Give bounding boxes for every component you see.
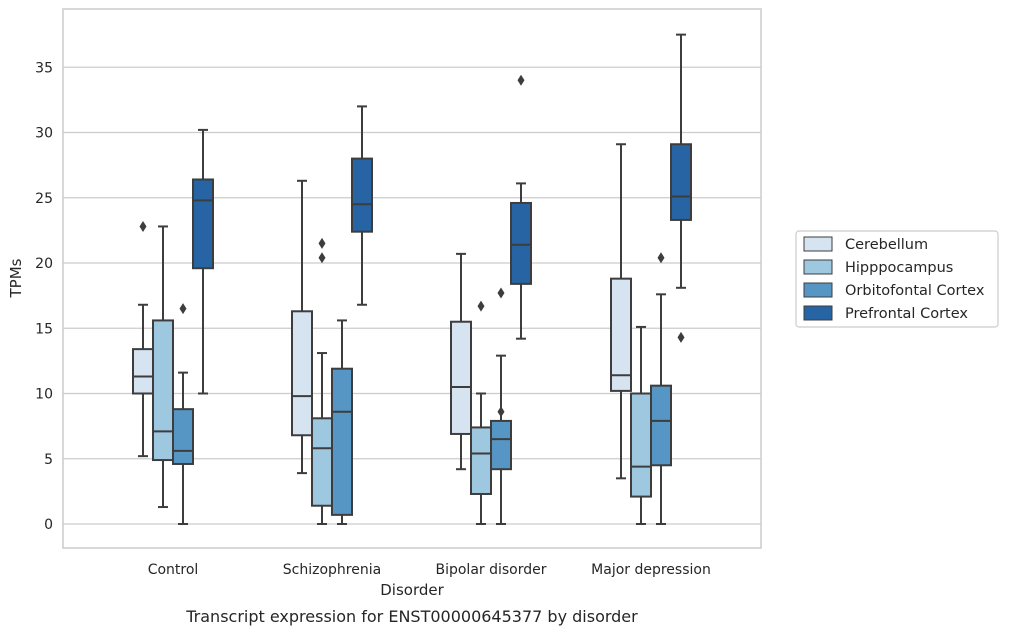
legend-label: Orbitofontal Cortex — [845, 283, 985, 299]
box-iqr — [610, 277, 632, 392]
outlier-marker — [318, 237, 326, 249]
box-iqr — [331, 367, 353, 516]
chart-caption: Transcript expression for ENST0000064537… — [185, 607, 638, 626]
legend-label: Hipppocampus — [845, 260, 953, 276]
x-tick-label: Bipolar disorder — [435, 562, 546, 578]
box-iqr — [172, 408, 194, 465]
x-axis-label: Disorder — [380, 581, 444, 599]
box-iqr — [490, 419, 512, 471]
box-iqr — [311, 417, 333, 507]
box-group — [132, 220, 154, 458]
box-group — [192, 128, 214, 395]
box-group — [291, 179, 313, 475]
box-group — [311, 237, 333, 525]
y-tick-labels: 0 5 10 15 20 25 30 35 — [35, 60, 53, 533]
box-iqr — [351, 157, 373, 233]
box-group — [630, 325, 652, 525]
box-group — [510, 74, 532, 340]
y-tick-label: 0 — [44, 517, 53, 533]
box-iqr — [192, 178, 214, 270]
legend: Cerebellum Hipppocampus Orbitofontal Corte… — [795, 230, 999, 328]
outlier-marker — [477, 300, 485, 312]
y-tick-label: 5 — [44, 452, 53, 468]
box-group — [450, 252, 472, 471]
box-iqr — [470, 426, 492, 495]
box-iqr — [450, 320, 472, 435]
legend-item: Hipppocampus — [803, 259, 953, 276]
legend-label: Prefrontal Cortex — [845, 306, 968, 322]
y-tick-label: 30 — [35, 126, 53, 142]
x-tick-label: Schizophrenia — [283, 562, 381, 578]
outlier-marker — [139, 220, 147, 232]
legend-item: Cerebellum — [803, 236, 928, 253]
box-iqr — [510, 201, 532, 285]
legend-item: Orbitofontal Cortex — [803, 282, 985, 299]
outlier-marker — [677, 331, 685, 343]
outlier-marker — [318, 252, 326, 264]
box-group — [610, 143, 632, 480]
y-tick-label: 15 — [35, 321, 53, 337]
legend-frame — [795, 230, 999, 328]
outlier-marker — [657, 252, 665, 264]
box-group — [351, 105, 373, 306]
outlier-marker — [497, 287, 505, 299]
box-group — [670, 33, 692, 343]
legend-items: Cerebellum Hipppocampus Orbitofontal Corte… — [803, 236, 985, 322]
box-iqr — [630, 392, 652, 498]
legend-swatch — [803, 236, 833, 252]
box-iqr — [132, 348, 154, 395]
box-iqr — [291, 310, 313, 437]
y-tick-label: 35 — [35, 60, 53, 76]
box-group — [152, 225, 174, 509]
y-tick-label: 10 — [35, 387, 53, 403]
boxes — [132, 33, 692, 525]
box-iqr — [650, 384, 672, 467]
outlier-marker — [497, 406, 505, 418]
box-group — [331, 319, 353, 525]
plot-area-frame — [62, 8, 762, 549]
box-group — [650, 252, 672, 525]
y-tick-label: 20 — [35, 256, 53, 272]
x-tick-label: Major depression — [591, 562, 711, 578]
legend-item: Prefrontal Cortex — [803, 305, 968, 322]
x-tick-label: Control — [148, 562, 199, 578]
box-iqr — [152, 319, 174, 462]
y-axis-label: TPMs — [7, 258, 25, 298]
box-iqr — [670, 143, 692, 221]
x-tick-labels: Control Schizophrenia Bipolar disorder Majo… — [148, 562, 711, 578]
legend-swatch — [803, 305, 833, 321]
outlier-marker — [517, 74, 525, 86]
legend-swatch — [803, 282, 833, 298]
box-group — [490, 287, 512, 525]
y-tick-label: 25 — [35, 191, 53, 207]
legend-label: Cerebellum — [845, 237, 928, 253]
legend-swatch — [803, 259, 833, 275]
outlier-marker — [179, 303, 187, 315]
box-group — [172, 303, 194, 525]
box-group — [470, 300, 492, 525]
